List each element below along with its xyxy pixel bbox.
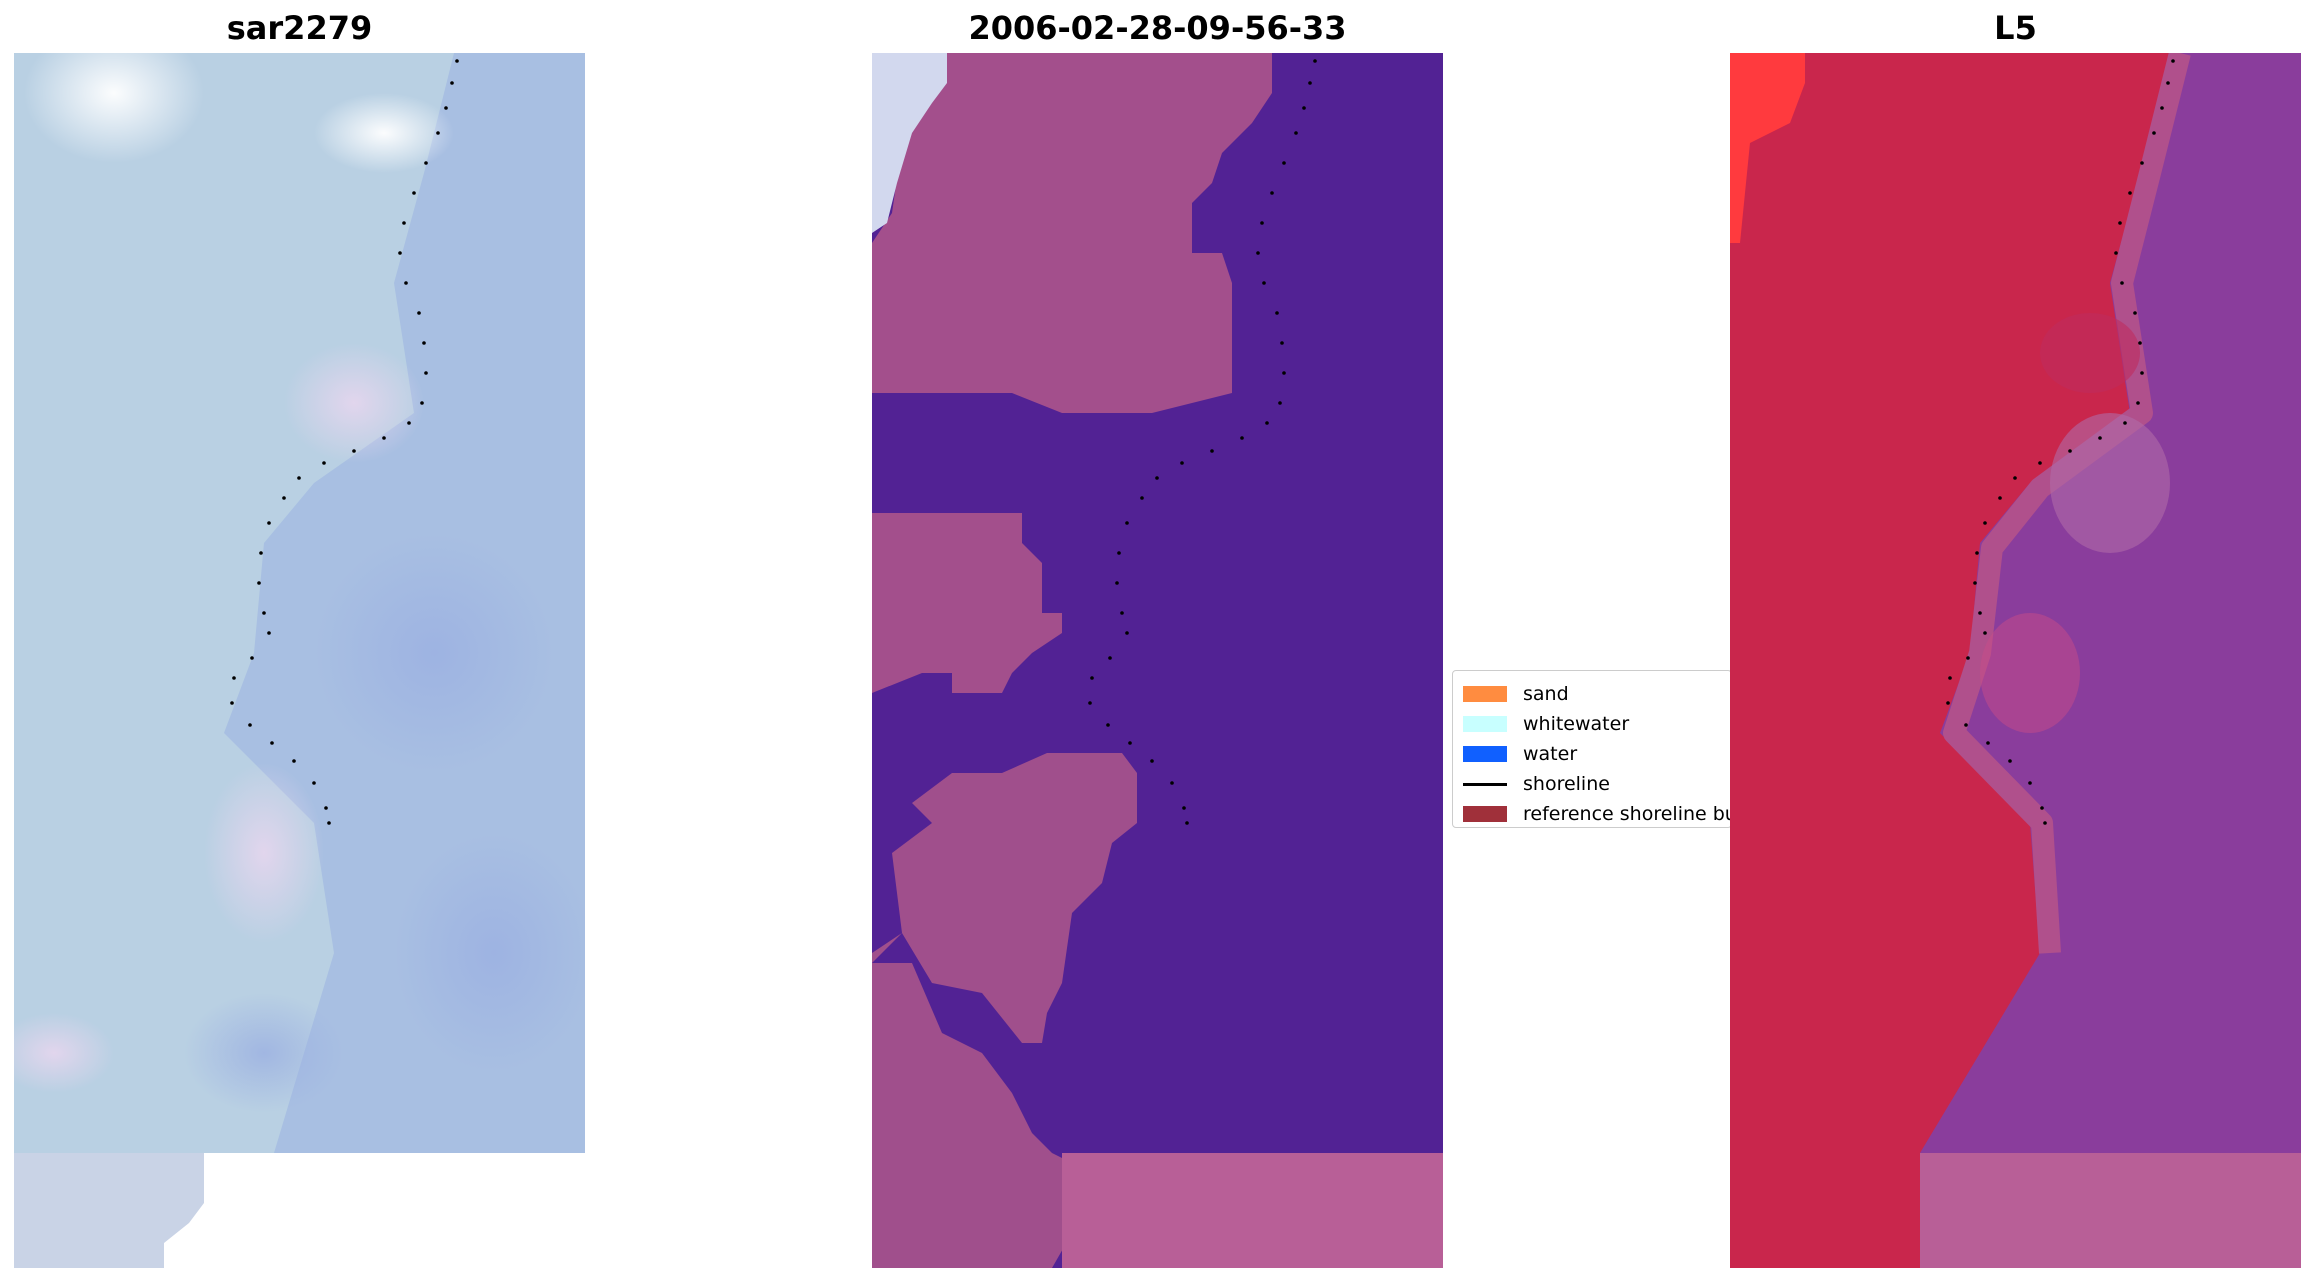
index-image-panel [1730, 53, 2301, 1268]
legend-label: whitewater [1523, 713, 1630, 735]
panel-title-classified: 2006-02-28-09-56-33 [968, 9, 1347, 47]
rgb-image [14, 53, 585, 1268]
legend-label: water [1523, 743, 1578, 765]
panel-title-index: L5 [1994, 9, 2037, 47]
legend-item-whitewater: whitewater [1463, 709, 1721, 739]
sand-swatch [1463, 686, 1507, 702]
shoreline-dots [1088, 59, 1317, 825]
panel-title-rgb: sar2279 [226, 9, 373, 47]
index-image [1730, 53, 2301, 1268]
legend-item-water: water [1463, 739, 1721, 769]
legend: sand whitewater water shoreline referenc… [1452, 670, 1769, 829]
whitewater-swatch [1463, 716, 1507, 732]
classified-image [872, 53, 1443, 1268]
legend-item-reference-shoreline: reference shoreline buffer [1463, 799, 1769, 829]
classified-image-panel [872, 53, 1443, 1268]
rgb-image-panel [14, 53, 585, 1268]
shoreline-dots [1946, 59, 2175, 825]
shoreline-line-icon [1463, 782, 1507, 786]
legend-item-shoreline: shoreline [1463, 769, 1721, 799]
water-swatch [1463, 746, 1507, 762]
legend-label: sand [1523, 683, 1569, 705]
shoreline-dots [230, 59, 459, 825]
legend-label: reference shoreline buffer [1523, 803, 1770, 825]
legend-item-sand: sand [1463, 679, 1721, 709]
reference-shoreline-swatch [1463, 806, 1507, 822]
legend-label: shoreline [1523, 773, 1610, 795]
